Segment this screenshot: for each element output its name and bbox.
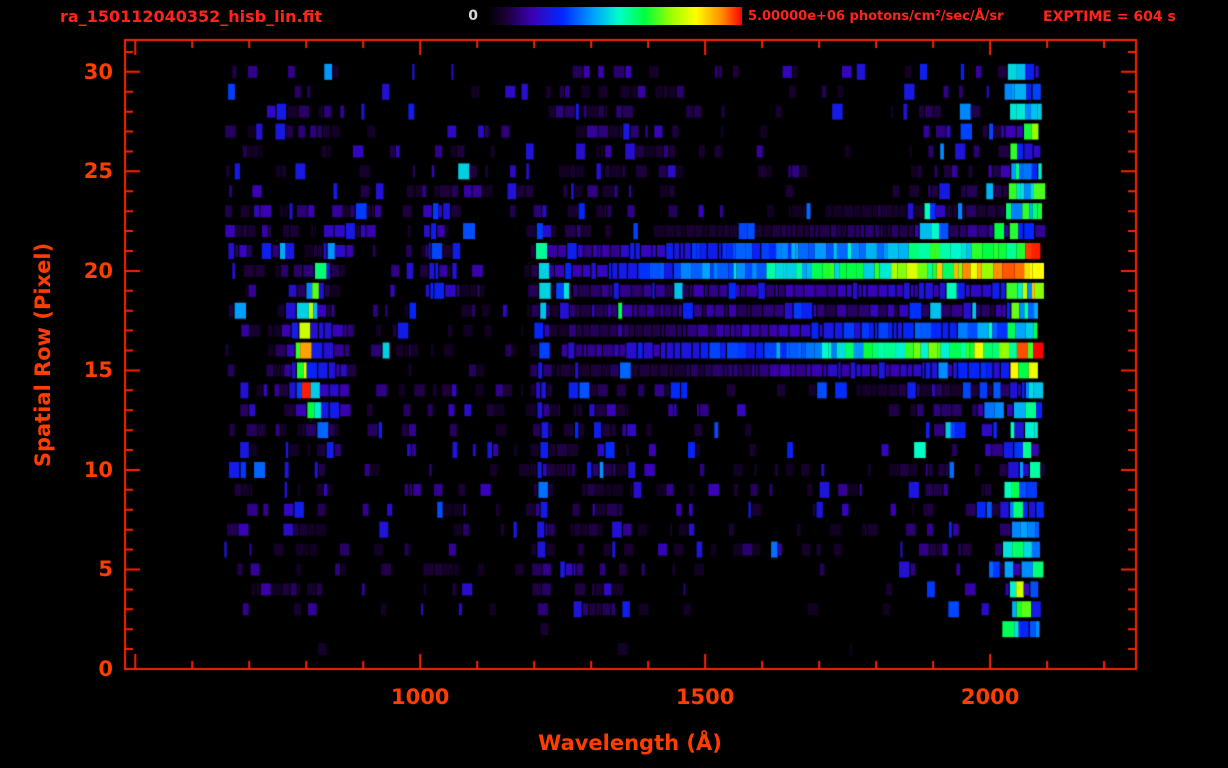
y-tick-label: 25 [83,159,113,184]
y-tick-label: 5 [98,557,113,582]
y-axis-title: Spatial Row (Pixel) [31,242,55,468]
y-tick-label: 15 [83,358,113,383]
file-title: ra_150112040352_hisb_lin.fit [60,7,323,26]
exptime-label: EXPTIME = 604 s [1043,9,1176,25]
x-tick-label: 2000 [960,685,1020,709]
x-tick-label: 1000 [390,685,450,709]
y-tick-label: 0 [98,657,113,681]
x-tick-label: 1500 [675,685,735,709]
y-tick-label: 20 [83,258,113,283]
colorbar [486,7,742,25]
x-axis-title: Wavelength (Å) [538,731,722,755]
y-tick-label: 30 [83,59,113,84]
y-tick-label: 10 [83,457,113,482]
colorbar-max-label: 5.00000e+06 photons/cm²/sec/Å/sr [748,9,1004,24]
colorbar-min-label: 0 [468,8,478,24]
